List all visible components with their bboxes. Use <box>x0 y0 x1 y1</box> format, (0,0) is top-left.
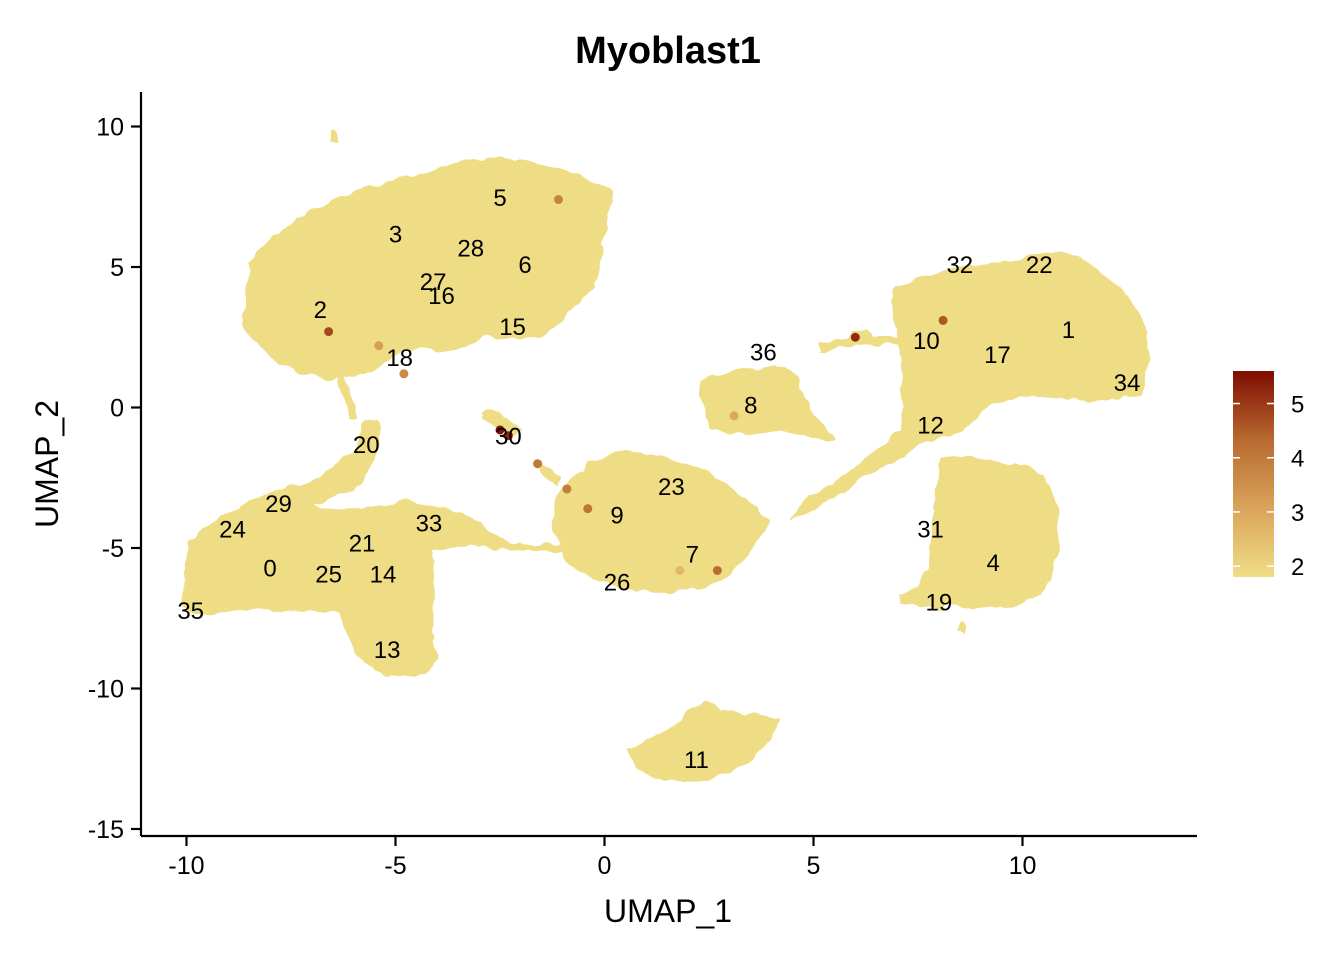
highlighted-cells <box>324 195 948 575</box>
cluster-blob <box>180 420 510 678</box>
cluster-label-16: 16 <box>428 283 455 310</box>
y-tick-label: 10 <box>96 114 124 142</box>
cluster-label-14: 14 <box>370 561 397 588</box>
cluster-strand <box>958 621 967 634</box>
y-tick-label: 0 <box>110 395 124 423</box>
x-axis-label: UMAP_1 <box>604 893 732 929</box>
cluster-strand <box>820 336 905 352</box>
cluster-label-28: 28 <box>457 235 484 262</box>
highlighted-point-7 <box>562 484 572 494</box>
cluster-label-26: 26 <box>604 570 631 597</box>
highlighted-point-1 <box>324 327 334 337</box>
cluster-label-21: 21 <box>349 530 376 557</box>
chart-title: Myoblast1 <box>575 30 761 72</box>
cluster-label-30: 30 <box>495 424 522 451</box>
cluster-label-15: 15 <box>499 314 526 341</box>
axes <box>139 92 1197 838</box>
cluster-label-6: 6 <box>518 252 531 279</box>
y-axis-ticks: 10 5 0 -5 -10 -15 <box>88 114 141 844</box>
cluster-label-35: 35 <box>177 598 204 625</box>
cluster-label-25: 25 <box>315 561 342 588</box>
y-tick-label: -5 <box>102 535 124 563</box>
highlighted-point-9 <box>712 565 722 575</box>
cluster-label-4: 4 <box>987 550 1000 577</box>
cluster-label-7: 7 <box>686 542 699 569</box>
cluster-label-2: 2 <box>314 297 327 324</box>
cluster-strand <box>330 129 339 142</box>
cluster-strand <box>540 462 560 486</box>
cluster-label-10: 10 <box>913 328 940 355</box>
colorbar-tick-label: 4 <box>1291 446 1304 473</box>
cluster-label-20: 20 <box>353 432 380 459</box>
highlighted-point-10 <box>850 332 860 342</box>
cluster-label-11: 11 <box>684 747 709 774</box>
cluster-label-0: 0 <box>263 556 276 583</box>
y-tick-label: -15 <box>88 816 124 844</box>
cluster-label-32: 32 <box>946 252 973 279</box>
cluster-strand <box>440 535 560 552</box>
cluster-strand <box>900 595 945 612</box>
cluster-blob <box>243 157 612 380</box>
cell-clusters <box>180 129 1149 782</box>
cluster-label-31: 31 <box>917 516 944 543</box>
cluster-label-23: 23 <box>658 474 685 501</box>
x-axis-ticks: -10 -5 0 5 10 <box>168 836 1036 880</box>
colorbar-tick-label: 5 <box>1291 392 1304 419</box>
cluster-label-27: 27 <box>420 269 447 296</box>
cluster-label-5: 5 <box>493 185 506 212</box>
y-axis-label: UMAP_2 <box>29 400 65 528</box>
cluster-strand <box>330 360 357 420</box>
highlighted-point-8 <box>583 504 593 514</box>
cluster-label-9: 9 <box>610 502 623 529</box>
highlighted-point-4 <box>495 425 505 435</box>
cluster-label-34: 34 <box>1114 370 1141 397</box>
x-tick-label: -10 <box>168 852 204 880</box>
cluster-label-36: 36 <box>750 339 777 366</box>
cluster-strand <box>482 409 520 436</box>
x-tick-label: -5 <box>384 852 406 880</box>
cluster-blob <box>552 452 768 593</box>
colorbar <box>1233 371 1274 577</box>
cluster-blob <box>790 252 1149 520</box>
cluster-label-33: 33 <box>416 511 443 538</box>
highlighted-point-2 <box>374 341 384 351</box>
cluster-label-1: 1 <box>1062 317 1075 344</box>
highlighted-point-0 <box>554 195 564 205</box>
colorbar-legend: 2 3 4 5 <box>1233 371 1304 581</box>
cluster-label-12: 12 <box>917 412 944 439</box>
highlighted-point-12 <box>729 411 739 421</box>
highlighted-point-3 <box>399 369 409 379</box>
highlighted-point-13 <box>675 565 685 575</box>
colorbar-tick-label: 3 <box>1291 500 1304 527</box>
colorbar-tick-label: 2 <box>1291 554 1304 581</box>
cluster-label-17: 17 <box>984 342 1011 369</box>
cluster-label-19: 19 <box>926 589 953 616</box>
cluster-label-24: 24 <box>219 516 246 543</box>
y-tick-label: 5 <box>110 254 124 282</box>
highlighted-point-11 <box>938 315 948 325</box>
cluster-blob <box>699 367 835 439</box>
colorbar-ticks: 2 3 4 5 <box>1233 392 1304 581</box>
cluster-blob <box>625 701 780 782</box>
cluster-label-13: 13 <box>374 637 401 664</box>
cluster-blob <box>902 455 1060 610</box>
cluster-label-18: 18 <box>386 345 413 372</box>
x-tick-label: 10 <box>1009 852 1037 880</box>
cluster-labels: 0123456789101112131415161718192021222324… <box>177 185 1140 774</box>
cluster-label-22: 22 <box>1026 252 1053 279</box>
y-tick-label: -10 <box>88 676 124 704</box>
highlighted-point-5 <box>503 431 513 441</box>
x-tick-label: 0 <box>598 852 612 880</box>
highlighted-point-6 <box>533 459 543 469</box>
cluster-label-3: 3 <box>389 221 402 248</box>
cluster-label-8: 8 <box>744 393 757 420</box>
cluster-label-29: 29 <box>265 491 292 518</box>
x-tick-label: 5 <box>807 852 821 880</box>
